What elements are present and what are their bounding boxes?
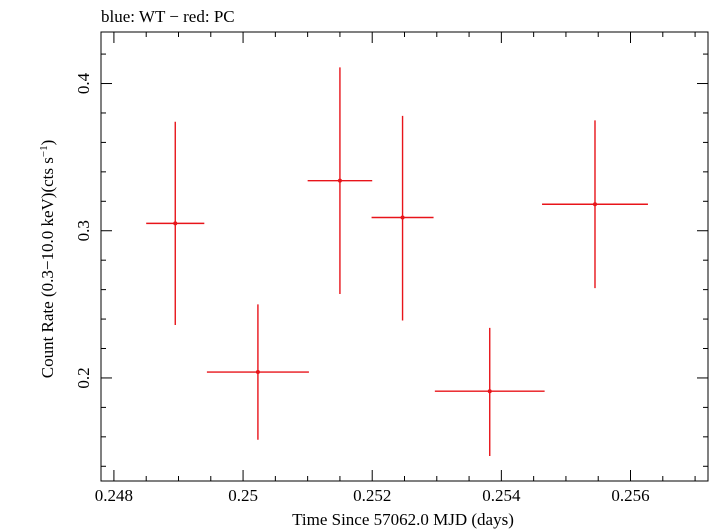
x-tick-label: 0.254 bbox=[482, 486, 521, 505]
x-tick-label: 0.256 bbox=[611, 486, 649, 505]
y-tick-label: 0.4 bbox=[74, 72, 93, 94]
y-axis-label-exponent: −1 bbox=[38, 145, 50, 157]
data-point bbox=[146, 121, 205, 325]
x-tick-label: 0.252 bbox=[353, 486, 391, 505]
data-points bbox=[146, 67, 648, 456]
y-axis-label-close: ) bbox=[38, 140, 57, 146]
plot-frame bbox=[100, 31, 709, 482]
data-marker bbox=[255, 370, 260, 375]
data-point bbox=[206, 304, 309, 440]
axis-tick-labels: 0.248 0.25 0.252 0.254 0.256 0.2 0.3 0.4 bbox=[74, 72, 650, 505]
data-point bbox=[542, 120, 648, 289]
y-axis-label: Count Rate (0.3−10.0 keV)(cts s−1) bbox=[38, 140, 57, 379]
data-marker bbox=[337, 178, 342, 183]
data-point bbox=[371, 115, 434, 321]
data-marker bbox=[592, 202, 597, 207]
axis-ticks bbox=[101, 32, 708, 481]
data-point bbox=[434, 327, 545, 456]
data-marker bbox=[400, 215, 405, 220]
y-tick-label: 0.3 bbox=[74, 220, 93, 241]
data-marker bbox=[173, 221, 178, 226]
x-tick-label: 0.25 bbox=[228, 486, 258, 505]
y-tick-label: 0.2 bbox=[74, 367, 93, 388]
data-point bbox=[307, 67, 373, 295]
chart-title: blue: WT − red: PC bbox=[101, 7, 235, 26]
x-tick-label: 0.248 bbox=[95, 486, 133, 505]
data-marker bbox=[487, 389, 492, 394]
y-axis-label-main: Count Rate (0.3−10.0 keV)(cts s bbox=[38, 157, 57, 378]
x-axis-label: Time Since 57062.0 MJD (days) bbox=[292, 510, 514, 529]
